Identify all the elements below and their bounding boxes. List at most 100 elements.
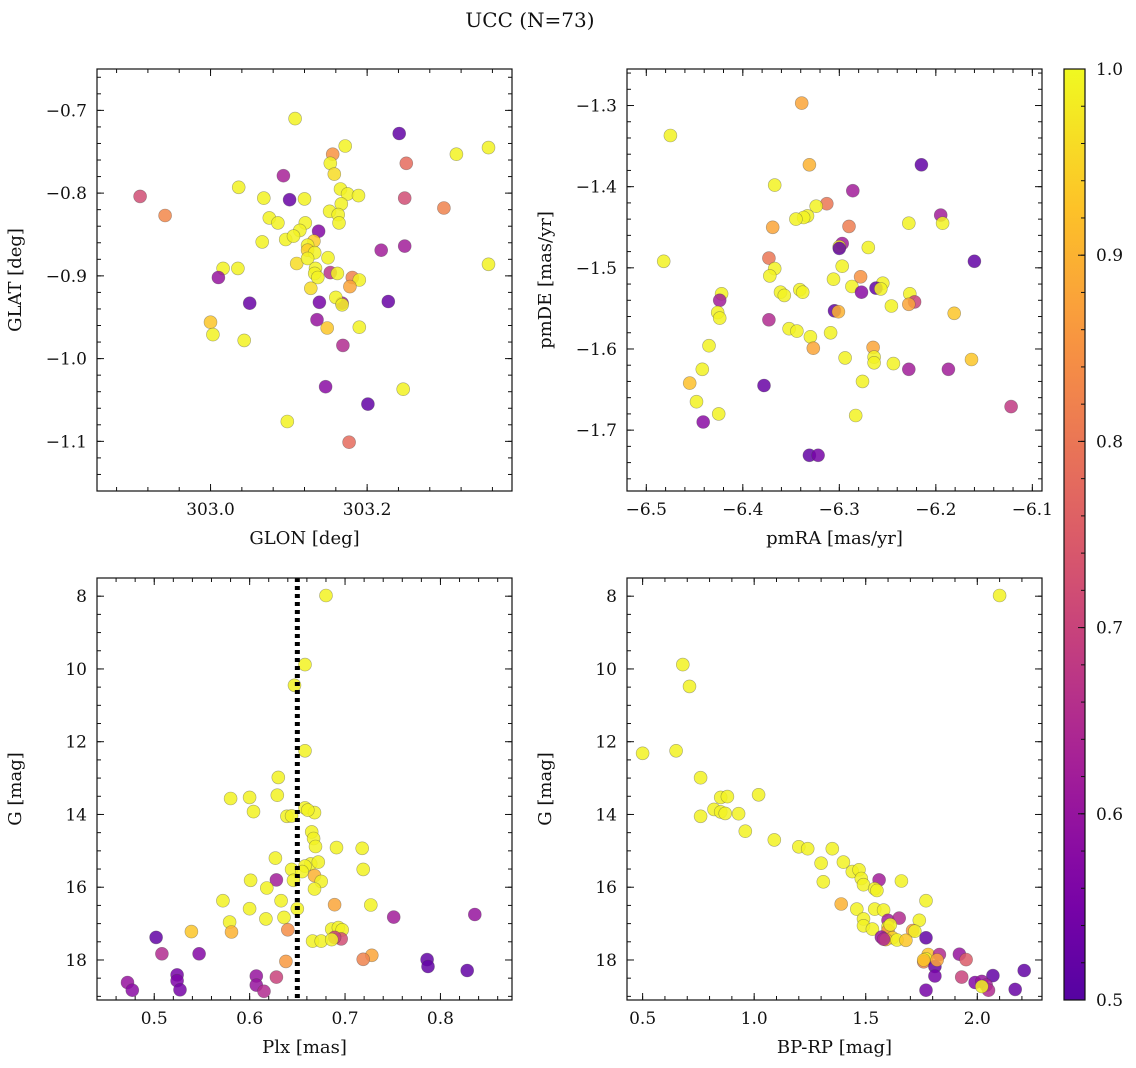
data-point	[794, 96, 809, 110]
x-axis-label: BP-RP [mag]	[777, 1037, 892, 1058]
data-point	[318, 379, 333, 394]
y-tick-label: −1.5	[576, 259, 617, 279]
data-point	[386, 910, 401, 924]
y-tick-label: 8	[606, 587, 617, 607]
data-point	[986, 968, 1000, 983]
data-point	[826, 272, 841, 287]
y-axis-label: pmDE [mas/yr]	[535, 211, 556, 349]
data-point	[693, 770, 708, 785]
x-tick-label: −6.5	[626, 500, 667, 520]
y-tick-label: 16	[595, 878, 617, 898]
data-point	[269, 970, 284, 984]
data-point	[310, 270, 325, 285]
colorbar-tick-label: 0.5	[1096, 991, 1123, 1011]
y-tick-label: −1.3	[576, 97, 617, 117]
y-tick-label: 10	[595, 660, 617, 680]
data-point	[173, 982, 187, 997]
data-point	[300, 251, 315, 266]
data-point	[307, 882, 322, 896]
data-point	[203, 315, 218, 330]
data-point	[711, 407, 726, 421]
data-point	[310, 312, 324, 327]
data-point	[838, 351, 852, 365]
data-point	[767, 833, 782, 847]
data-point	[992, 588, 1007, 603]
data-point	[231, 180, 246, 195]
data-point	[184, 924, 199, 939]
data-point	[901, 362, 916, 377]
data-point	[352, 320, 367, 335]
data-point	[663, 128, 678, 143]
data-point	[206, 327, 220, 342]
x-tick-label: 1.5	[852, 1009, 879, 1029]
data-point	[855, 374, 870, 389]
data-point	[849, 902, 864, 916]
data-point	[155, 946, 169, 961]
axes-frame	[96, 68, 513, 492]
data-point	[397, 239, 412, 253]
data-point	[269, 873, 284, 887]
data-point	[884, 299, 899, 313]
data-point	[669, 743, 683, 758]
data-point	[352, 273, 367, 287]
data-point	[789, 212, 803, 226]
data-point	[928, 969, 942, 983]
data-point	[392, 126, 407, 141]
data-point	[842, 219, 856, 234]
data-point	[374, 243, 389, 257]
x-tick-label: 0.5	[629, 1009, 656, 1029]
data-point	[242, 790, 257, 805]
data-point	[327, 897, 342, 912]
points-group	[635, 588, 1031, 998]
y-axis-label: GLAT [deg]	[5, 228, 26, 332]
x-tick-label: −6.1	[1012, 500, 1053, 520]
colorbar-tick-label: 1.0	[1096, 60, 1123, 80]
data-point	[224, 925, 239, 939]
y-tick-label: −1.6	[576, 340, 617, 360]
data-point	[964, 352, 979, 367]
data-point	[481, 140, 496, 155]
data-point	[806, 341, 821, 356]
x-axis-label: GLON [deg]	[249, 528, 359, 549]
data-point	[125, 983, 140, 998]
data-point	[870, 883, 884, 898]
data-point	[762, 251, 776, 265]
data-point	[361, 397, 375, 411]
y-tick-label: 18	[65, 951, 87, 971]
x-tick-label: −6.2	[915, 500, 956, 520]
data-point	[635, 746, 650, 761]
data-point	[832, 241, 847, 256]
data-point	[919, 930, 933, 945]
data-point	[297, 192, 312, 206]
y-tick-label: 16	[65, 878, 87, 898]
data-point	[133, 189, 147, 204]
data-point	[1004, 399, 1018, 414]
x-tick-label: 1.0	[741, 1009, 768, 1029]
data-point	[256, 191, 271, 205]
y-tick-label: 14	[65, 805, 87, 825]
data-point	[158, 208, 172, 223]
data-point	[223, 791, 238, 806]
data-point	[867, 355, 881, 370]
y-tick-label: −1.4	[576, 178, 617, 198]
data-point	[342, 435, 356, 450]
data-point	[282, 192, 297, 207]
colorbar-tick-label: 0.6	[1096, 805, 1123, 825]
data-point	[876, 932, 891, 947]
data-point	[237, 333, 251, 348]
data-point	[886, 356, 901, 371]
data-point	[861, 240, 876, 255]
data-point	[901, 216, 916, 230]
data-point	[324, 932, 339, 947]
data-point	[437, 201, 451, 215]
data-point	[274, 893, 288, 908]
data-point	[276, 168, 291, 183]
data-point	[192, 946, 206, 961]
data-point	[298, 657, 312, 672]
data-point	[319, 588, 333, 603]
axes-frame	[626, 68, 1043, 492]
data-point	[702, 338, 716, 353]
y-tick-label: −0.8	[46, 184, 87, 204]
data-point	[809, 199, 824, 213]
points-group	[656, 96, 1018, 463]
